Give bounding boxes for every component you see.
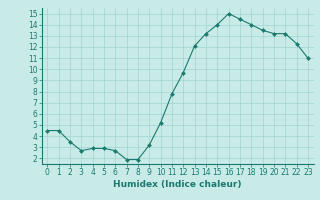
X-axis label: Humidex (Indice chaleur): Humidex (Indice chaleur) bbox=[113, 180, 242, 189]
